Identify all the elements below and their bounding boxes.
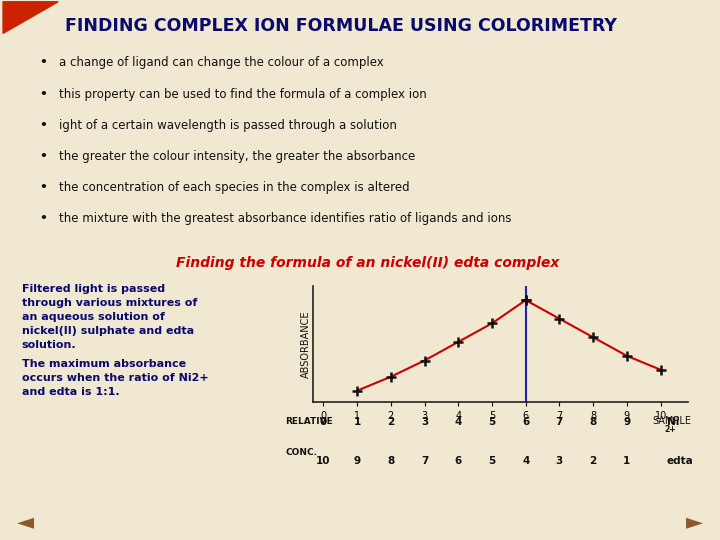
Text: 4: 4 xyxy=(522,456,529,466)
Text: the mixture with the greatest absorbance identifies ratio of ligands and ions: the mixture with the greatest absorbance… xyxy=(59,212,512,225)
Text: 2: 2 xyxy=(590,456,597,466)
Text: 10: 10 xyxy=(316,456,330,466)
Text: ◄: ◄ xyxy=(17,512,34,532)
Text: 5: 5 xyxy=(488,456,495,466)
Y-axis label: ABSORBANCE: ABSORBANCE xyxy=(300,310,310,378)
Text: •: • xyxy=(39,119,47,132)
Text: 1: 1 xyxy=(354,417,361,427)
Text: the concentration of each species in the complex is altered: the concentration of each species in the… xyxy=(59,181,410,194)
Text: •: • xyxy=(39,181,47,194)
Text: SAMPLE: SAMPLE xyxy=(652,416,691,426)
Text: 6: 6 xyxy=(454,456,462,466)
Text: a change of ligand can change the colour of a complex: a change of ligand can change the colour… xyxy=(59,57,384,70)
Text: 0: 0 xyxy=(320,417,327,427)
Text: •: • xyxy=(39,87,47,100)
Text: •: • xyxy=(39,57,47,70)
Text: •: • xyxy=(39,150,47,163)
Text: this property can be used to find the formula of a complex ion: this property can be used to find the fo… xyxy=(59,87,427,100)
Text: 6: 6 xyxy=(522,417,529,427)
Text: 3: 3 xyxy=(421,417,428,427)
Text: •: • xyxy=(39,212,47,225)
Text: 5: 5 xyxy=(488,417,495,427)
Text: ►: ► xyxy=(686,512,703,532)
Text: FINDING COMPLEX ION FORMULAE USING COLORIMETRY: FINDING COMPLEX ION FORMULAE USING COLOR… xyxy=(65,17,616,35)
Text: ight of a certain wavelength is passed through a solution: ight of a certain wavelength is passed t… xyxy=(59,119,397,132)
Text: the greater the colour intensity, the greater the absorbance: the greater the colour intensity, the gr… xyxy=(59,150,415,163)
Text: The maximum absorbance
occurs when the ratio of Ni2+
and edta is 1:1.: The maximum absorbance occurs when the r… xyxy=(22,359,208,397)
Text: Finding the formula of an nickel(II) edta complex: Finding the formula of an nickel(II) edt… xyxy=(176,256,559,270)
Text: 7: 7 xyxy=(556,417,563,427)
Polygon shape xyxy=(3,2,58,33)
Text: 1: 1 xyxy=(624,456,631,466)
Text: 9: 9 xyxy=(624,417,631,427)
Text: 2: 2 xyxy=(387,417,395,427)
Text: edta: edta xyxy=(667,456,693,466)
Text: Ni: Ni xyxy=(667,417,679,427)
Text: 4: 4 xyxy=(454,417,462,427)
Text: CONC.: CONC. xyxy=(285,448,317,457)
Text: 3: 3 xyxy=(556,456,563,466)
Text: 8: 8 xyxy=(387,456,395,466)
Text: 9: 9 xyxy=(354,456,361,466)
Text: RELATIVE: RELATIVE xyxy=(285,417,333,426)
Text: 2+: 2+ xyxy=(665,424,676,434)
Text: 7: 7 xyxy=(420,456,428,466)
Text: 8: 8 xyxy=(590,417,597,427)
Text: Filtered light is passed
through various mixtures of
an aqueous solution of
nick: Filtered light is passed through various… xyxy=(22,284,197,349)
